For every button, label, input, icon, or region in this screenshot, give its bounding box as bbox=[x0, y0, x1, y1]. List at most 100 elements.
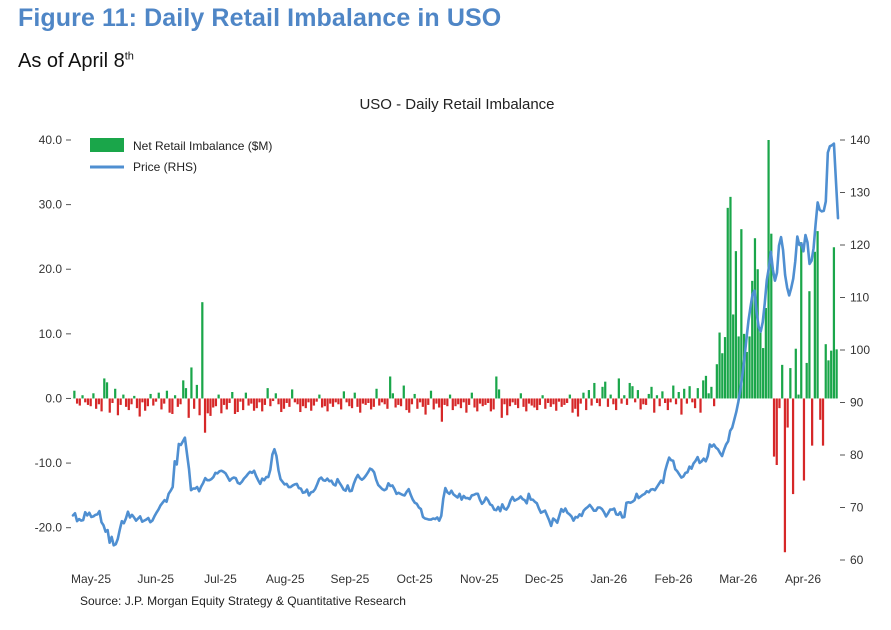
imbalance-bar bbox=[756, 269, 759, 399]
imbalance-bar bbox=[715, 364, 718, 399]
imbalance-bar bbox=[786, 398, 789, 428]
left-tick-label: 20.0 bbox=[39, 262, 63, 276]
imbalance-bar bbox=[729, 196, 732, 399]
imbalance-bar bbox=[707, 393, 710, 399]
imbalance-bar bbox=[587, 390, 591, 399]
bars-layer bbox=[73, 140, 838, 553]
imbalance-bar bbox=[552, 398, 555, 405]
imbalance-bar bbox=[601, 386, 604, 399]
price-line-layer bbox=[71, 142, 840, 547]
imbalance-bar bbox=[438, 398, 441, 408]
legend-bar-label: Net Retail Imbalance ($M) bbox=[133, 139, 272, 153]
imbalance-bar bbox=[337, 398, 340, 405]
imbalance-bar bbox=[811, 398, 814, 446]
x-tick-label: Apr-26 bbox=[785, 572, 821, 586]
imbalance-bar bbox=[457, 398, 460, 405]
imbalance-bar bbox=[429, 390, 433, 399]
imbalance-bar bbox=[285, 398, 288, 403]
imbalance-bar bbox=[141, 398, 144, 403]
imbalance-bar bbox=[424, 398, 427, 415]
imbalance-bar bbox=[454, 398, 457, 407]
imbalance-bar bbox=[427, 398, 430, 405]
imbalance-bar bbox=[350, 398, 354, 409]
imbalance-bar bbox=[661, 391, 664, 399]
imbalance-bar bbox=[568, 394, 571, 399]
imbalance-bar bbox=[375, 388, 378, 399]
imbalance-bar bbox=[320, 398, 324, 408]
x-tick-label: Feb-26 bbox=[655, 572, 693, 586]
imbalance-bar bbox=[778, 398, 781, 409]
chart-title: USO - Daily Retail Imbalance bbox=[359, 96, 554, 113]
x-tick-label: Jan-26 bbox=[590, 572, 627, 586]
imbalance-bar bbox=[89, 398, 92, 407]
imbalance-bar bbox=[100, 398, 103, 412]
imbalance-bar bbox=[271, 398, 275, 402]
imbalance-bar bbox=[642, 398, 645, 405]
imbalance-bar bbox=[160, 398, 163, 410]
imbalance-bar bbox=[617, 378, 620, 399]
imbalance-bar bbox=[655, 395, 659, 399]
imbalance-bar bbox=[135, 398, 139, 409]
imbalance-bar bbox=[250, 398, 253, 404]
imbalance-bar bbox=[209, 398, 212, 416]
imbalance-bar bbox=[541, 395, 544, 399]
imbalance-bar bbox=[734, 251, 738, 399]
imbalance-bar bbox=[105, 382, 109, 399]
imbalance-bar bbox=[340, 398, 343, 410]
imbalance-bar bbox=[620, 398, 623, 404]
imbalance-bar bbox=[182, 380, 185, 399]
imbalance-bar bbox=[421, 398, 424, 407]
right-tick-label: 60 bbox=[850, 553, 864, 567]
legend-line-label: Price (RHS) bbox=[133, 160, 197, 174]
imbalance-bar bbox=[664, 398, 667, 403]
imbalance-bar bbox=[710, 386, 713, 399]
imbalance-bar bbox=[789, 368, 792, 399]
imbalance-bar bbox=[214, 398, 218, 407]
imbalance-bar bbox=[97, 398, 100, 405]
imbalance-bar bbox=[299, 398, 302, 413]
price-line bbox=[71, 142, 840, 547]
imbalance-bar bbox=[702, 380, 705, 399]
x-tick-label: Dec-25 bbox=[525, 572, 564, 586]
imbalance-bar bbox=[590, 398, 593, 406]
left-tick-label: -10.0 bbox=[35, 456, 63, 470]
imbalance-bar bbox=[473, 398, 476, 408]
right-tick-label: 120 bbox=[850, 238, 870, 252]
imbalance-bar bbox=[549, 398, 552, 407]
imbalance-bar bbox=[247, 398, 250, 406]
imbalance-bar bbox=[277, 398, 280, 405]
imbalance-bar bbox=[378, 398, 381, 406]
imbalance-bar bbox=[288, 398, 291, 407]
imbalance-bar bbox=[636, 390, 640, 399]
imbalance-bar bbox=[242, 398, 245, 411]
imbalance-bar bbox=[783, 398, 787, 553]
imbalance-bar bbox=[255, 398, 258, 409]
imbalance-bar bbox=[832, 247, 836, 399]
imbalance-bar bbox=[225, 398, 228, 410]
imbalance-bar bbox=[399, 398, 403, 407]
imbalance-bar bbox=[476, 398, 479, 412]
figure-title: Figure 11: Daily Retail Imbalance in USO bbox=[18, 4, 502, 32]
imbalance-bar bbox=[830, 350, 833, 399]
x-tick-label: Oct-25 bbox=[397, 572, 433, 586]
imbalance-bar bbox=[418, 398, 422, 403]
imbalance-bar bbox=[514, 398, 517, 405]
legend-bar-swatch bbox=[90, 138, 124, 152]
imbalance-bar bbox=[571, 398, 574, 413]
right-tick-label: 140 bbox=[850, 133, 870, 147]
imbalance-bar bbox=[579, 398, 582, 404]
imbalance-bar bbox=[481, 398, 484, 407]
imbalance-bar bbox=[658, 398, 661, 407]
imbalance-bar bbox=[691, 398, 694, 403]
imbalance-bar bbox=[653, 398, 656, 413]
imbalance-bar bbox=[296, 398, 299, 405]
imbalance-bar bbox=[217, 394, 220, 399]
x-tick-label: Mar-26 bbox=[719, 572, 757, 586]
imbalance-bar bbox=[448, 394, 452, 399]
imbalance-bar bbox=[459, 398, 463, 409]
imbalance-bar bbox=[269, 398, 272, 407]
imbalance-bar bbox=[127, 398, 130, 411]
imbalance-bar bbox=[462, 398, 465, 403]
imbalance-bar bbox=[748, 336, 751, 399]
